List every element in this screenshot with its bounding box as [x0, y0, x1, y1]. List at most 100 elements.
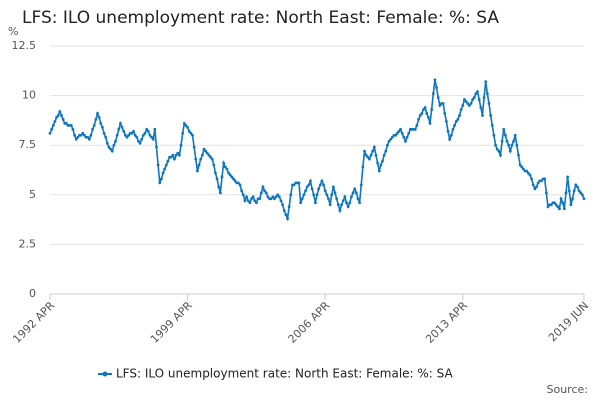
point: [138, 141, 142, 145]
point: [525, 169, 529, 173]
point: [313, 201, 317, 205]
point: [572, 189, 576, 193]
point: [120, 125, 124, 129]
point: [503, 133, 507, 137]
point: [322, 183, 325, 187]
point: [500, 139, 504, 143]
point: [276, 193, 280, 197]
point: [425, 112, 429, 115]
point: [472, 96, 476, 99]
point: [196, 169, 199, 173]
point: [481, 114, 484, 117]
point: [451, 127, 455, 131]
point: [184, 123, 188, 127]
point: [104, 135, 108, 139]
point: [218, 191, 222, 195]
point: [448, 137, 452, 141]
point: [566, 175, 570, 179]
point: [517, 153, 520, 157]
point: [446, 129, 450, 133]
point: [87, 137, 91, 141]
point: [338, 209, 342, 213]
point: [577, 189, 581, 193]
point: [323, 189, 327, 193]
point: [159, 177, 163, 181]
point: [312, 193, 316, 197]
point: [495, 147, 499, 151]
point: [340, 203, 343, 207]
point: [515, 143, 519, 147]
point: [202, 147, 206, 151]
point: [266, 195, 270, 199]
point: [117, 127, 121, 131]
point: [400, 131, 404, 135]
point: [358, 201, 361, 205]
point: [415, 123, 419, 127]
point: [125, 135, 129, 139]
point: [212, 163, 216, 167]
point: [390, 135, 394, 139]
point: [92, 123, 96, 127]
point: [366, 155, 370, 159]
point: [274, 195, 278, 199]
point: [363, 149, 366, 153]
point: [433, 78, 437, 82]
point: [381, 159, 384, 163]
point: [64, 121, 68, 125]
point: [240, 189, 244, 193]
point: [461, 104, 465, 107]
point: [145, 127, 149, 131]
point: [540, 179, 543, 183]
point: [133, 133, 137, 137]
point: [431, 92, 435, 96]
point: [61, 118, 65, 121]
point: [96, 112, 99, 115]
point: [166, 159, 170, 163]
point: [328, 203, 332, 207]
point: [155, 145, 158, 149]
y-tick-label: 5: [29, 188, 36, 201]
point: [359, 183, 363, 187]
point: [222, 161, 226, 165]
point: [544, 191, 548, 195]
point: [48, 131, 52, 135]
point: [169, 155, 173, 159]
point: [71, 127, 75, 131]
point: [143, 131, 147, 135]
point: [171, 153, 175, 157]
point: [317, 187, 321, 191]
point: [361, 165, 365, 169]
point: [492, 133, 496, 137]
point: [209, 155, 212, 159]
point: [554, 203, 558, 207]
point: [531, 183, 535, 187]
point: [102, 131, 106, 135]
point: [325, 193, 329, 197]
point: [135, 135, 139, 139]
point: [463, 98, 466, 101]
point: [364, 153, 368, 157]
point: [101, 125, 104, 129]
point: [299, 201, 303, 205]
legend-label: LFS: ILO unemployment rate: North East: …: [116, 367, 453, 381]
point: [174, 153, 178, 157]
point: [181, 131, 185, 135]
point: [441, 102, 445, 105]
point: [520, 165, 524, 169]
point: [55, 116, 58, 119]
point: [579, 191, 583, 195]
point: [286, 217, 289, 221]
point: [458, 114, 461, 117]
point: [191, 133, 194, 137]
point: [292, 183, 296, 187]
point: [464, 100, 468, 103]
point: [50, 127, 54, 131]
point: [546, 205, 550, 209]
point: [238, 183, 242, 187]
point: [349, 195, 353, 199]
y-tick-label: 7.5: [19, 138, 37, 151]
point: [407, 131, 411, 135]
point: [371, 149, 375, 153]
point: [245, 195, 248, 199]
point: [569, 203, 573, 207]
